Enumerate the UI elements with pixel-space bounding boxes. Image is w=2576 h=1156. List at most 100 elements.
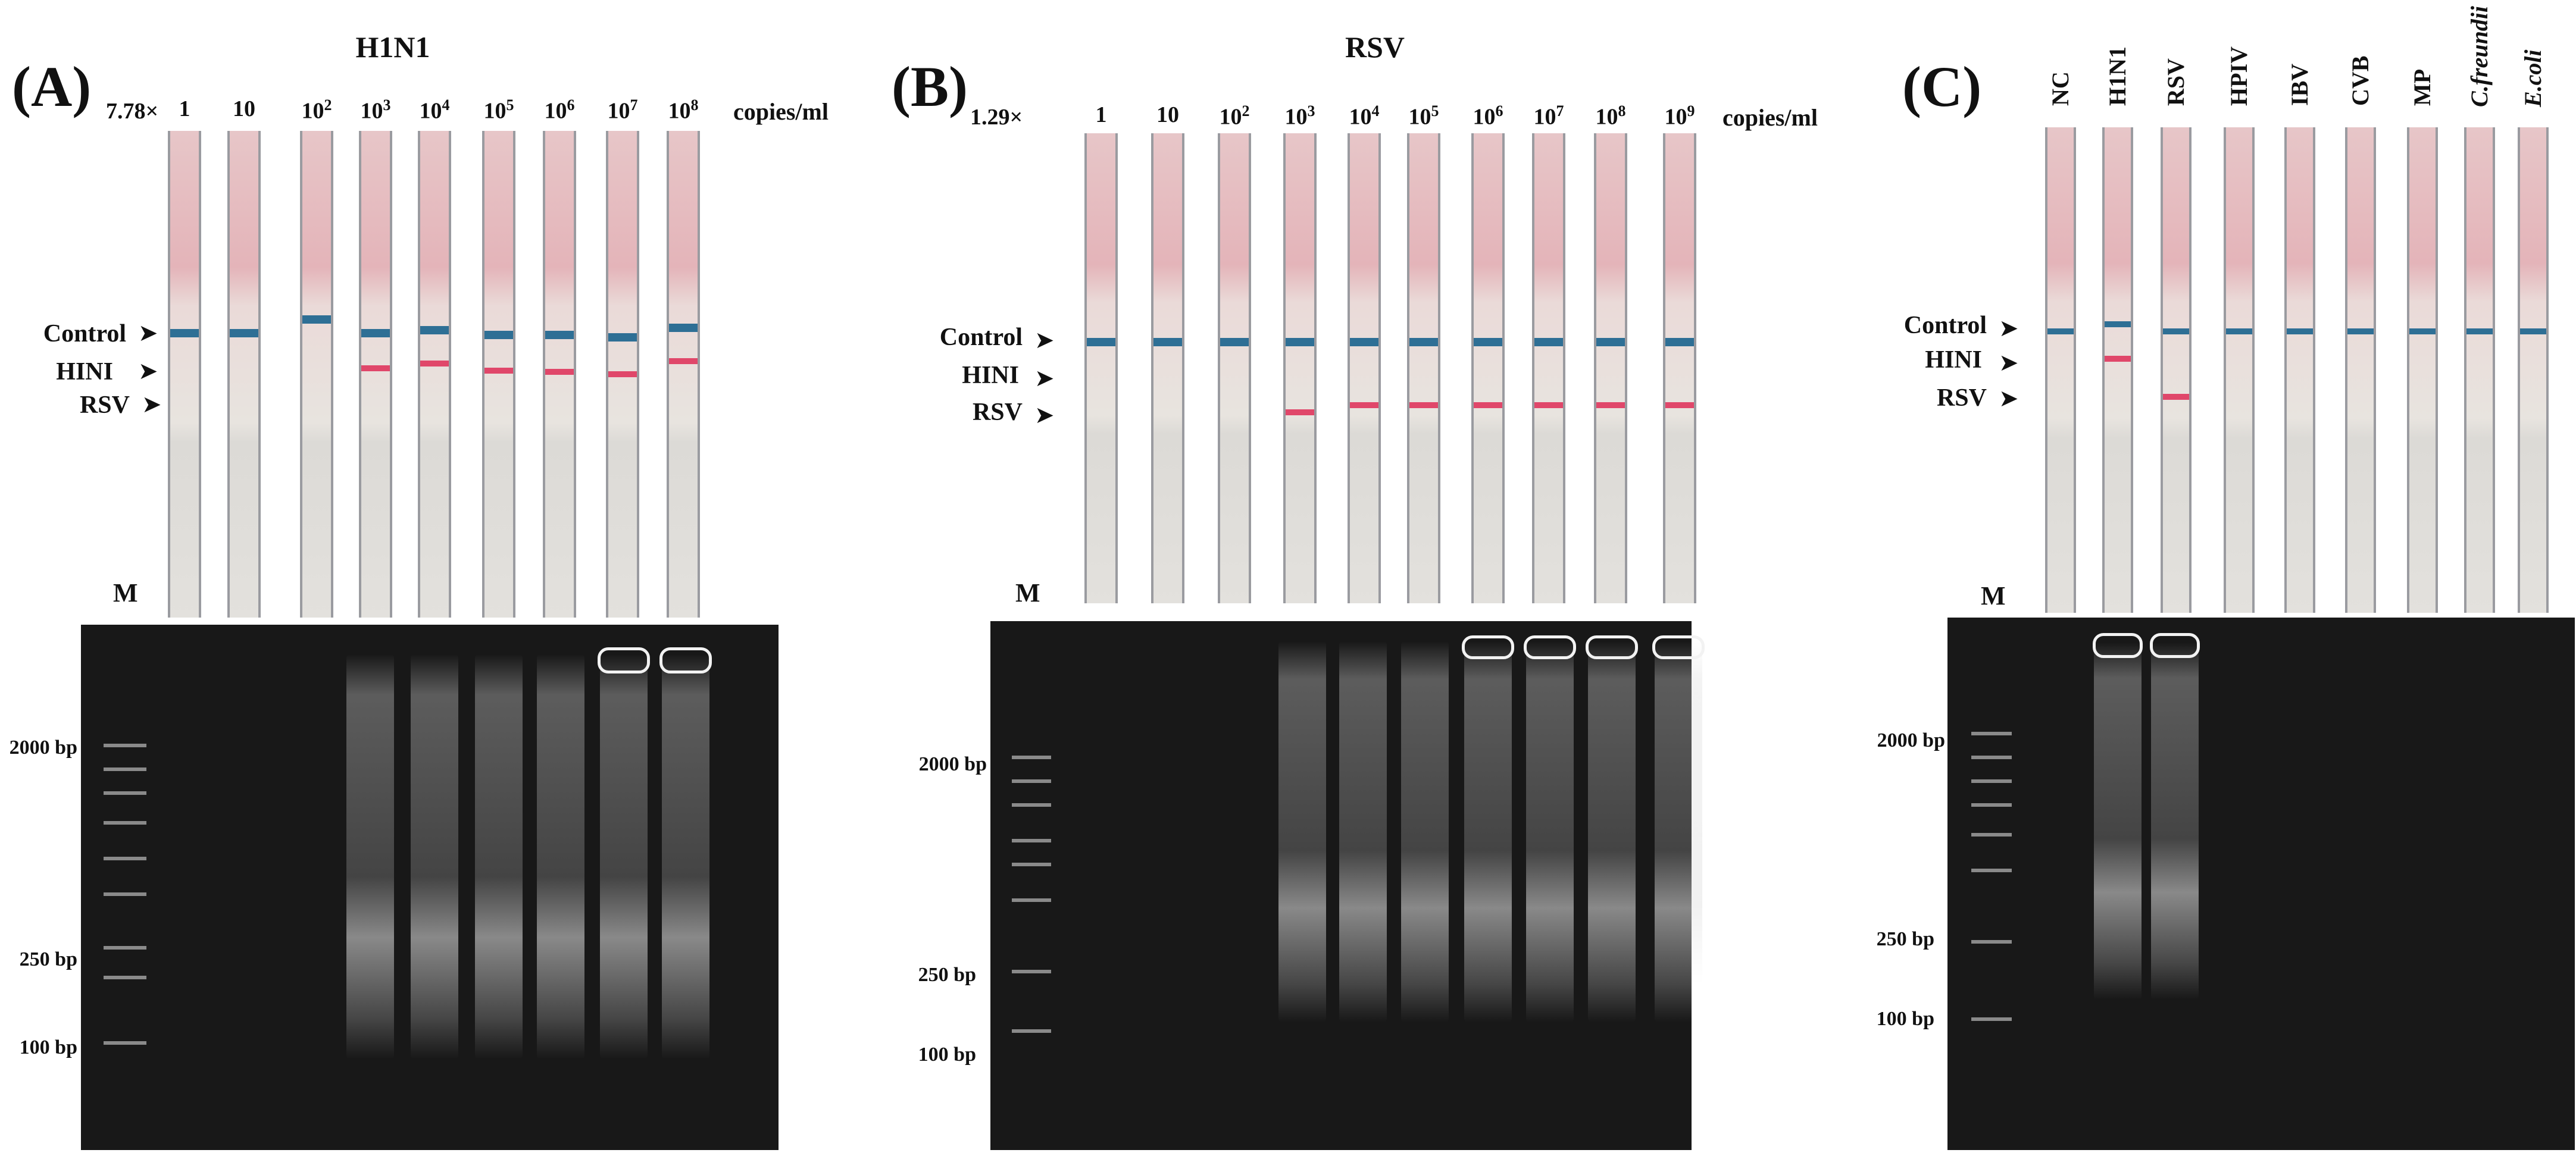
panel-c-sample-label-0: NC: [2047, 71, 2074, 106]
panel-b-conc-2: 102: [1219, 102, 1250, 130]
panel-b-conc-5: 105: [1408, 102, 1439, 130]
panel-b-strip-1: [1151, 133, 1184, 603]
panel-c-control-band-1: [2105, 321, 2131, 327]
panel-b-strip-8: [1594, 133, 1627, 603]
panel-a-strip-0: [168, 131, 201, 618]
panel-a-gel-lane-1: [411, 654, 458, 1059]
panel-c-ladder-band-6: [1971, 940, 2012, 944]
panel-b-conc-8: 108: [1595, 102, 1626, 130]
panel-c-gel-lane-1: [2151, 643, 2199, 1000]
panel-b-bp-250: 250 bp: [918, 964, 976, 986]
panel-b-conc-6: 106: [1473, 102, 1503, 130]
panel-b-gel-well-4: [1524, 635, 1576, 659]
panel-a-units: copies/ml: [733, 98, 829, 125]
panel-c-gel: [1947, 618, 2575, 1150]
panel-b-test-band-5: [1409, 402, 1438, 408]
panel-c-ladder-band-2: [1971, 779, 2012, 783]
panel-b-ladder-band-5: [1012, 898, 1051, 902]
panel-c-ladder-band-0: [1971, 732, 2012, 735]
panel-a-marker-label: M: [113, 578, 138, 607]
panel-a-bp-250: 250 bp: [19, 948, 77, 970]
panel-c-ladder-band-1: [1971, 756, 2012, 759]
panel-c-rsv-arrow: ➤: [1999, 385, 2019, 412]
panel-a-bp-100: 100 bp: [19, 1036, 77, 1058]
panel-b-strip-7: [1532, 133, 1565, 603]
panel-a-test-band-7: [608, 371, 637, 377]
panel-b-strip-5: [1407, 133, 1440, 603]
panel-a-ladder-band-2: [104, 791, 146, 795]
panel-b-hini-arrow: ➤: [1034, 365, 1055, 391]
panel-b-strip-3: [1283, 133, 1317, 603]
panel-b-strip-2: [1218, 133, 1251, 603]
panel-a-strip-5: [482, 131, 515, 618]
panel-c-control-band-0: [2047, 328, 2074, 334]
panel-a-gel-well-4: [598, 647, 650, 673]
panel-a-test-band-6: [545, 369, 574, 375]
panel-c-sample-label-7: C.freundii: [2466, 5, 2493, 107]
panel-b-label: (B): [892, 55, 968, 118]
panel-b-units: copies/ml: [1722, 104, 1818, 131]
panel-a-gel-lane-5: [662, 654, 709, 1059]
panel-c-rsv-label: RSV: [1936, 384, 1987, 412]
panel-c-control-arrow: ➤: [1999, 315, 2019, 342]
panel-a-strip-8: [667, 131, 700, 618]
panel-c-control-band-7: [2466, 328, 2493, 334]
panel-b-gel-lane-1: [1339, 641, 1387, 1022]
panel-c-strip-4: [2284, 127, 2315, 613]
panel-a-test-band-5: [484, 368, 513, 374]
panel-b-ladder-band-2: [1012, 803, 1051, 807]
panel-b-test-band-8: [1596, 402, 1625, 408]
panel-c-gel-well-0: [2093, 633, 2143, 658]
panel-a-ladder-band-0: [104, 744, 146, 747]
panel-c-strip-2: [2161, 127, 2192, 613]
panel-c-sample-label-3: HPIV: [2225, 46, 2252, 106]
panel-a-rsv-arrow: ➤: [142, 391, 162, 418]
panel-a-control-label: Control: [43, 320, 126, 347]
panel-a-control-band-0: [170, 329, 199, 337]
panel-c-sample-label-5: CVB: [2347, 55, 2374, 106]
panel-b-conc-3: 103: [1284, 102, 1315, 130]
panel-c-bp-100: 100 bp: [1876, 1008, 1934, 1030]
panel-a-strip-4: [418, 131, 451, 618]
panel-a-control-band-6: [545, 331, 574, 339]
panel-a-conc-4: 104: [419, 96, 450, 124]
panel-b-title: RSV: [1345, 30, 1405, 64]
panel-b-rsv-label: RSV: [972, 399, 1023, 426]
panel-c-control-band-3: [2226, 328, 2252, 334]
panel-a-control-band-7: [608, 333, 637, 342]
panel-b-ladder-band-4: [1012, 863, 1051, 866]
panel-c-strip-3: [2224, 127, 2255, 613]
panel-c-sample-label-8: E.coli: [2519, 49, 2546, 107]
panel-b-control-label: Control: [939, 324, 1023, 351]
panel-c-hini-arrow: ➤: [1999, 349, 2019, 376]
panel-a-conc-5: 105: [483, 96, 514, 124]
panel-a-ladder-band-3: [104, 821, 146, 825]
panel-b-strip-9: [1663, 133, 1696, 603]
panel-a-control-band-8: [669, 324, 698, 332]
panel-b-prefix: 1.29×: [970, 105, 1023, 130]
panel-b-strip-0: [1084, 133, 1118, 603]
panel-a-strip-3: [359, 131, 392, 618]
panel-b-gel-well-5: [1586, 635, 1638, 659]
panel-c-control-band-4: [2287, 328, 2313, 334]
panel-c-strip-8: [2518, 127, 2549, 613]
panel-b-control-band-9: [1665, 338, 1694, 346]
panel-c-ladder-band-4: [1971, 833, 2012, 837]
panel-c-gel-well-1: [2150, 633, 2200, 658]
panel-c-strip-1: [2102, 127, 2133, 613]
panel-b-gel-well-6: [1652, 635, 1705, 659]
panel-b-control-arrow: ➤: [1034, 327, 1055, 353]
panel-a-hini-arrow: ➤: [138, 358, 158, 384]
panel-c-strip-7: [2464, 127, 2495, 613]
panel-b-conc-9: 109: [1664, 102, 1695, 130]
panel-b-ladder-band-6: [1012, 970, 1051, 973]
panel-c-sample-label-1: H1N1: [2104, 46, 2131, 106]
panel-a-strip-2: [300, 131, 333, 618]
panel-a-conc-6: 106: [544, 96, 575, 124]
panel-c-hini-label: HINI: [1925, 346, 1982, 374]
panel-c-strip-0: [2045, 127, 2076, 613]
panel-b-gel-lane-3: [1464, 641, 1512, 1022]
panel-c-label: (C): [1902, 55, 1982, 118]
panel-b-conc-7: 107: [1533, 102, 1564, 130]
panel-a-test-band-8: [669, 358, 698, 364]
